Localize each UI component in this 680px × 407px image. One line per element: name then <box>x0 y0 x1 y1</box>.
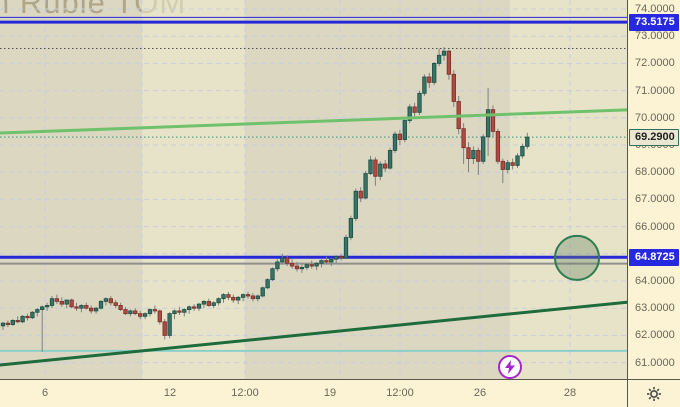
alert-lightning-button[interactable] <box>498 355 522 379</box>
price-tick-label: 63.0000 <box>635 302 675 315</box>
time-tick-label: 19 <box>323 387 337 399</box>
candlestick-chart[interactable] <box>0 0 627 379</box>
time-tick-label: 12 <box>163 387 177 399</box>
symbol-watermark: n Ruble TOM <box>0 0 187 20</box>
gear-icon <box>647 386 661 401</box>
price-tick-label: 71.0000 <box>635 84 675 97</box>
time-tick-label: 28 <box>563 387 577 399</box>
price-tick-label: 66.0000 <box>635 220 675 233</box>
price-axis[interactable]: 74.000073.000072.000071.000070.000069.00… <box>627 0 680 379</box>
price-badge: 73.5175 <box>629 13 679 31</box>
time-axis[interactable]: 6 12 12:00 19 12:00 26 28 <box>0 379 627 407</box>
time-tick-label: 26 <box>473 387 487 399</box>
time-tick-label: 12:00 <box>231 387 259 399</box>
price-tick-label: 72.0000 <box>635 57 675 70</box>
axis-settings-corner[interactable] <box>627 379 680 407</box>
horizontal-level-lines[interactable] <box>0 16 627 352</box>
price-tick-label: 73.0000 <box>635 30 675 43</box>
session-bands <box>142 0 627 379</box>
candles-series <box>0 47 530 352</box>
price-tick-label: 62.0000 <box>635 329 675 342</box>
chart-area[interactable]: n Ruble TOM <box>0 0 627 379</box>
time-tick-label: 12:00 <box>386 387 414 399</box>
ellipse-drawing[interactable] <box>554 234 600 281</box>
price-tick-label: 64.0000 <box>635 275 675 287</box>
price-tick-label: 74.0000 <box>635 3 675 15</box>
time-tick-label: 6 <box>41 387 49 399</box>
price-badge: 69.2900 <box>629 128 679 146</box>
price-tick-label: 68.0000 <box>635 166 675 179</box>
grid-lines <box>0 0 627 379</box>
trendlines[interactable] <box>0 108 627 367</box>
price-tick-label: 67.0000 <box>635 193 675 206</box>
price-tick-label: 70.0000 <box>635 111 675 124</box>
price-tick-label: 61.0000 <box>635 356 675 369</box>
lightning-icon <box>505 360 515 374</box>
price-badge: 64.8725 <box>629 248 679 266</box>
